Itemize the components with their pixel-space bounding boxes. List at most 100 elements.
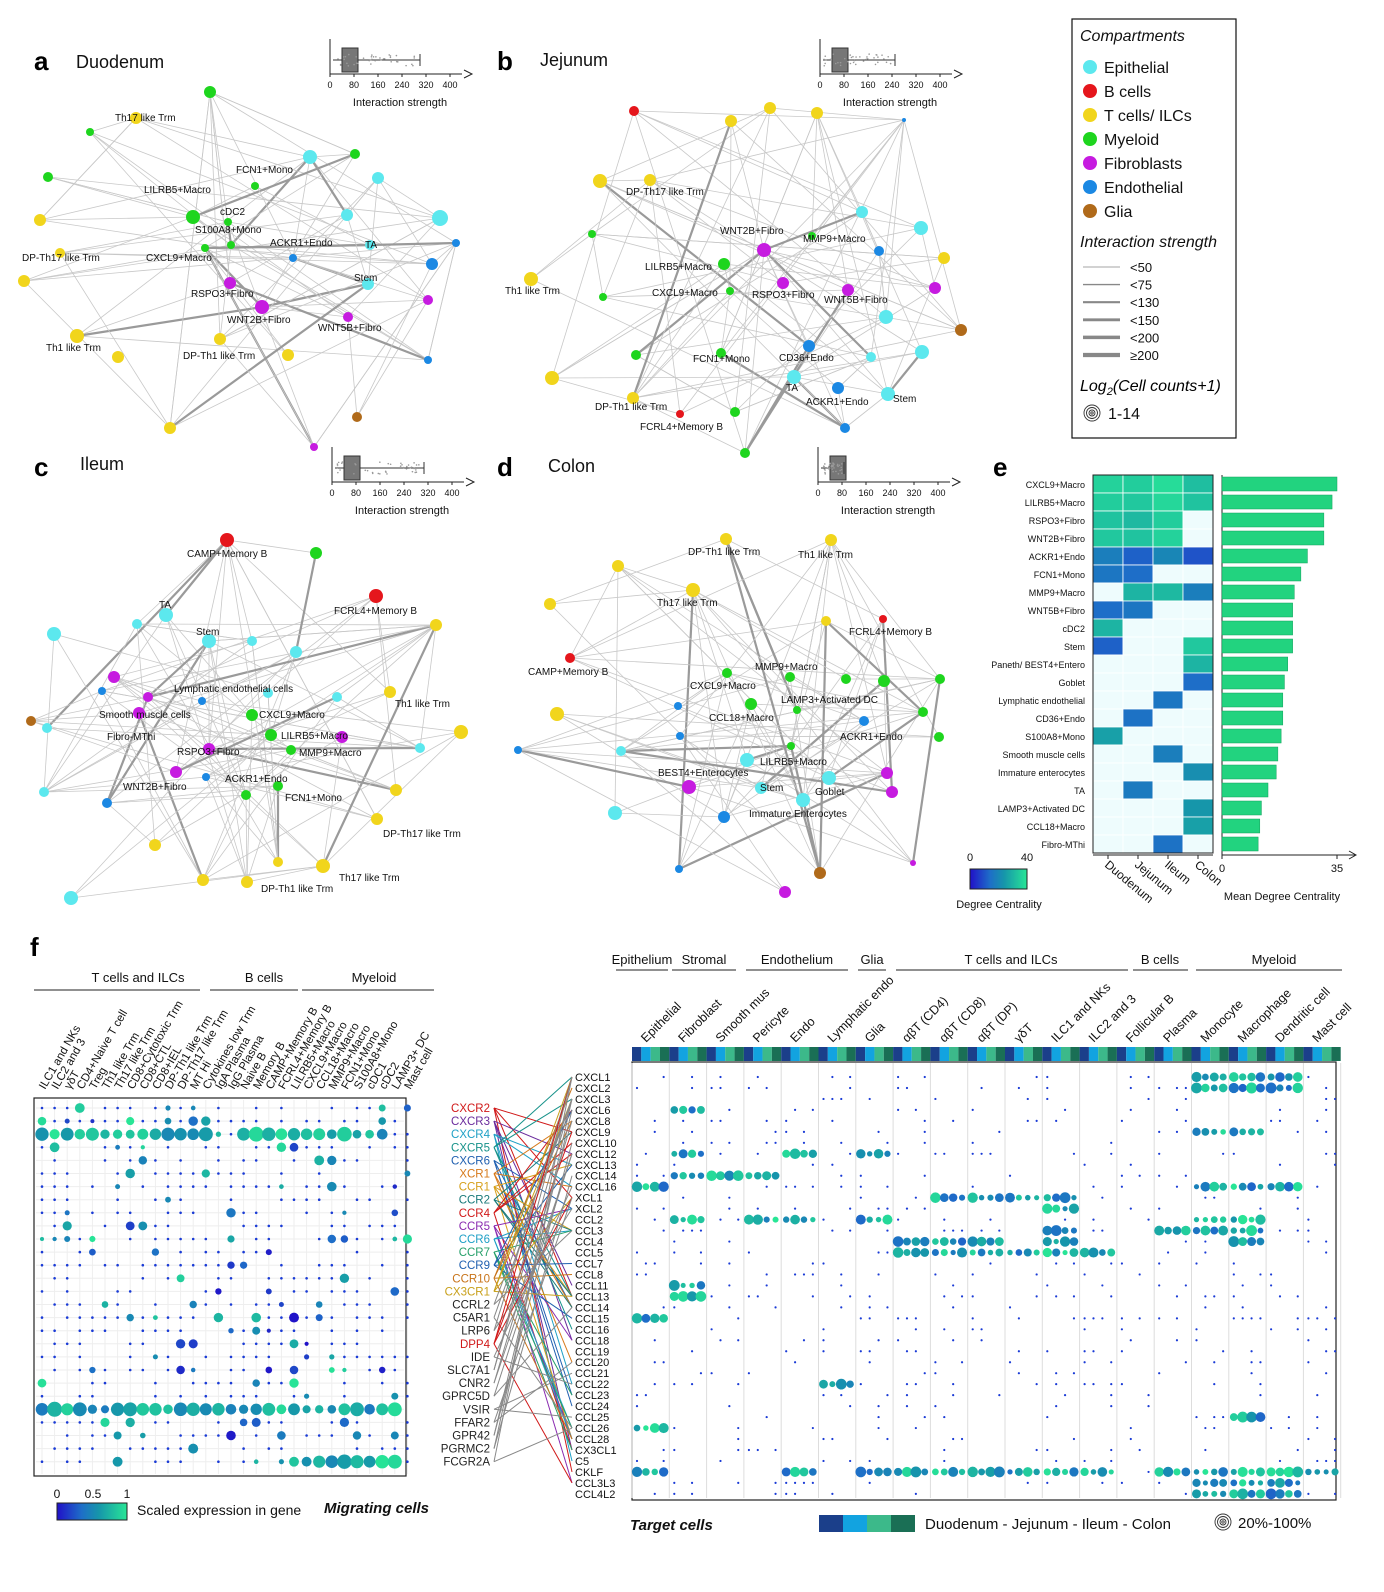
right-dot [1204,1295,1207,1298]
box-point [411,63,413,66]
network-node [263,688,273,698]
connection-line [493,1225,573,1341]
right-dot [1325,1350,1328,1353]
right-dot [771,1171,780,1180]
right-dot [710,1295,713,1298]
left-dot [330,1342,334,1346]
left-dot [85,1127,99,1141]
network-edge [620,720,865,752]
right-dot [1129,1437,1132,1441]
right-dot [1083,1459,1086,1463]
right-dot [1158,1262,1161,1265]
left-dot [292,1277,296,1280]
heatmap-cell [1182,744,1214,764]
right-dot [875,1216,882,1223]
box-point [873,57,875,59]
left-dot [406,1146,409,1149]
right-dot [1017,1372,1020,1375]
right-dot [1278,1295,1282,1298]
right-dot [986,1237,995,1246]
network-edge [47,176,229,223]
left-group-label: B cells [245,970,284,985]
right-dot [1055,1383,1058,1386]
left-dot [242,1185,245,1188]
network-node [273,781,283,791]
right-dot [1259,1207,1262,1210]
right-dot [653,1218,656,1221]
network-node [764,102,776,114]
box-point [353,63,355,66]
receptor-label: CXCR4 [451,1129,491,1141]
right-dot [931,1248,939,1257]
left-dot [64,1210,70,1216]
right-dot [1092,1185,1095,1188]
network-edge [219,177,379,340]
scale-tick: 0.5 [85,1487,102,1501]
left-dot [276,1142,287,1153]
network-edge [614,812,725,818]
right-dot [1154,1225,1165,1236]
network-node [310,443,318,451]
left-dot [337,1454,352,1469]
bar [1221,782,1269,798]
network-edge [201,651,297,702]
left-dot [402,1234,412,1244]
region-legend-swatch [843,1515,867,1532]
network-node [70,329,84,343]
right-dot [695,1291,707,1302]
right-dot [1259,1273,1262,1276]
axis-tick-label: 0 [327,80,332,90]
legend-title-part: Log [1080,378,1107,395]
left-dot [225,1404,237,1415]
network-edge [76,282,231,337]
box-point [847,60,849,63]
network-node [879,615,887,623]
heatmap-cell [1122,510,1154,530]
node-label: Th1 like Trm [505,286,560,297]
network-edge [292,257,369,285]
right-dot [914,1196,917,1199]
ligand-label: CCL3L3 [575,1478,615,1490]
right-dot [1147,1218,1150,1221]
network-edge [620,749,893,794]
right-dot [747,1086,751,1090]
receptor-label: IDE [471,1352,491,1364]
region-strip-cell [1116,1047,1127,1061]
left-dot [179,1159,182,1162]
left-dot [355,1316,359,1319]
network-node [874,246,884,256]
right-dot [866,1151,873,1157]
legend-swatch [1083,84,1097,98]
right-dot [840,1306,843,1309]
connection-line [493,1120,573,1279]
region-strip-cell [753,1047,763,1061]
network-edge [230,244,433,265]
legend-item: T cells/ ILCs [1104,108,1192,125]
left-dot [154,1237,157,1241]
box-point [823,466,826,469]
heatmap-cell [1152,672,1184,692]
network-node [454,725,468,739]
node-label: WNT2B+Fibro [720,226,784,237]
node-label: Smooth muscle cells [99,710,191,721]
left-dot [154,1394,157,1398]
right-dot [687,1149,697,1158]
right-dot [1296,1317,1299,1320]
right-dot [1228,1082,1239,1094]
left-dot [141,1119,145,1123]
left-dot [60,1127,74,1141]
left-dot [393,1355,397,1359]
legend-box [1071,18,1237,439]
right-dot [644,1262,647,1265]
left-dot [35,1127,49,1141]
receptor-label: CXCR2 [451,1103,490,1115]
left-dot [392,1236,398,1242]
left-dot [252,1379,260,1387]
left-dot [327,1181,337,1192]
network-edge [635,354,736,413]
left-dot [62,1221,72,1231]
axis-tick-label: 240 [882,488,897,498]
network-edge [135,117,311,158]
region-strip-cell [1294,1047,1304,1061]
network-edge [720,112,818,354]
